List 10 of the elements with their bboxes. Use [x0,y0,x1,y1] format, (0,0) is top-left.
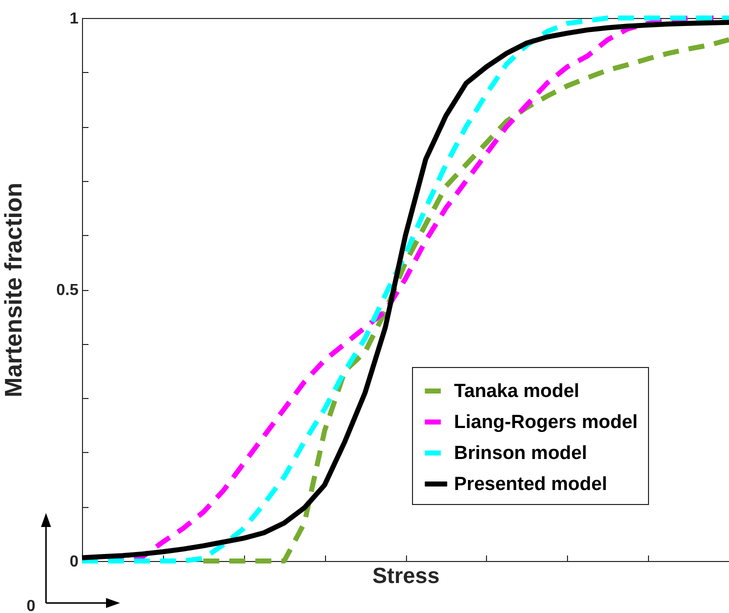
x-axis-title: Stress [372,563,440,588]
legend-label: Liang-Rogers model [454,412,638,433]
y-tick-label: 0.5 [56,282,79,299]
y-tick-label: 1 [70,10,79,28]
legend-label: Brinson model [454,443,588,464]
y-tick-label: 0 [70,554,79,570]
legend-label: Presented model [454,474,608,495]
text: 0 [26,598,36,613]
legend-label: Tanaka model [454,381,580,402]
y-axis-title: Martensite fraction [0,182,28,398]
